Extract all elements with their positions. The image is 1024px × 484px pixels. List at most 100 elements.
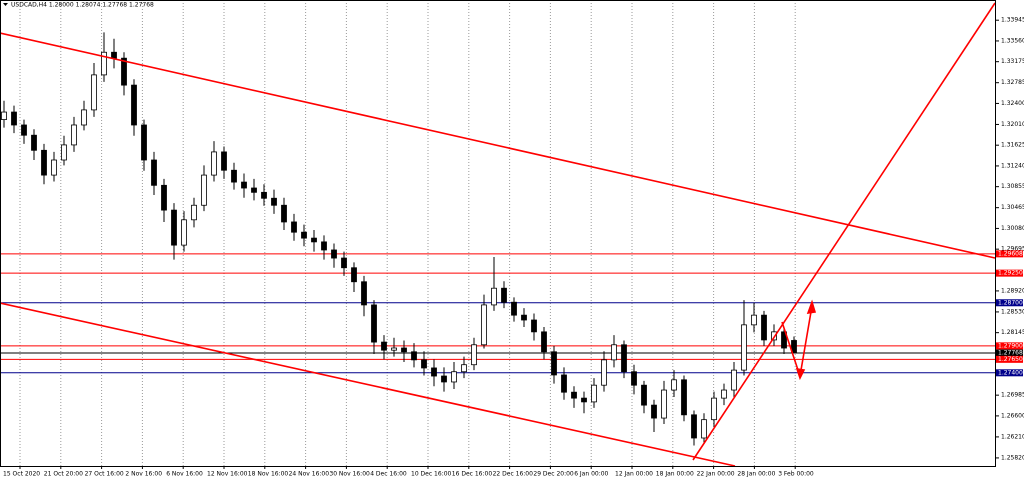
candle-body <box>741 324 747 371</box>
price-level-tag <box>996 355 1023 363</box>
price-level-tag <box>996 369 1023 377</box>
x-tick-label: 30 Nov 16:00 <box>329 471 370 478</box>
y-tick-label: 1.28145 <box>1001 329 1024 336</box>
candle-body <box>301 231 307 239</box>
y-tick-label: 1.30465 <box>1001 204 1024 211</box>
x-tick-label: 2 Nov 16:00 <box>125 471 162 478</box>
candle-body <box>501 287 507 303</box>
upper-channel-line <box>0 32 996 259</box>
candle-body <box>231 169 237 183</box>
candle-body <box>181 219 187 246</box>
candle-body <box>61 144 67 161</box>
candle-body <box>271 197 277 206</box>
x-tick-label: 27 Oct 16:00 <box>85 471 124 478</box>
candle-body <box>751 314 757 326</box>
candle-body <box>111 51 117 59</box>
candle-body <box>771 331 777 341</box>
candle-body <box>221 151 227 171</box>
price-level-tag <box>996 250 1023 258</box>
candle-body <box>211 151 217 176</box>
candle-body <box>481 304 487 346</box>
candle-body <box>201 174 207 206</box>
price-level-tag <box>996 349 1023 357</box>
x-tick-label: 18 Nov 16:00 <box>248 471 289 478</box>
candle-body <box>541 331 547 353</box>
candle-body <box>311 237 317 243</box>
arrow-head-up <box>806 299 817 314</box>
candle-body <box>41 149 47 176</box>
candle-body <box>651 404 657 419</box>
y-tick-label: 1.26600 <box>1001 412 1024 419</box>
candle-body <box>601 359 607 386</box>
candle-body <box>761 314 767 341</box>
lower-channel-line <box>0 302 736 467</box>
symbol-menu-icon[interactable] <box>3 3 8 6</box>
x-tick-label: 3 Feb 00:00 <box>778 471 814 478</box>
axes: 1.33945 1.33560 1.33175 1.32785 1.32400 1.320… <box>3 17 1024 478</box>
candle-body <box>591 384 597 403</box>
y-tick-label: 1.26985 <box>1001 392 1024 399</box>
candle-body <box>581 397 587 403</box>
chart-title: USDCAD,H4 1.28000 1.28074 1.27768 1.2776… <box>11 2 154 9</box>
y-tick-label: 1.31240 <box>1001 162 1024 169</box>
y-tick-label: 1.29695 <box>1001 246 1024 253</box>
candle-body <box>671 379 677 391</box>
candle-body <box>511 301 517 316</box>
candle-body <box>161 184 167 211</box>
candle-body <box>731 369 737 391</box>
candle-body <box>251 187 257 193</box>
candle-body <box>521 314 527 321</box>
candle-body <box>321 241 327 251</box>
x-tick-label: 12 Jan 00:00 <box>615 471 653 478</box>
candle-body <box>691 414 697 439</box>
candle-body <box>171 209 177 246</box>
candle-body <box>121 57 127 86</box>
candle-body <box>621 344 627 373</box>
candle-body <box>91 74 97 111</box>
candle-body <box>21 124 27 136</box>
candle-body <box>531 319 537 333</box>
candle-body <box>131 84 137 126</box>
candle-body <box>371 304 377 343</box>
x-tick-label: 6 Nov 16:00 <box>166 471 203 478</box>
candle-body <box>721 389 727 399</box>
candle-body <box>561 374 567 393</box>
candle-body <box>1 111 7 120</box>
price-level-label: 1.29250 <box>998 270 1023 277</box>
price-level-label: 1.29608 <box>998 250 1023 257</box>
y-tick-label: 1.33175 <box>1001 58 1024 65</box>
candle-body <box>51 159 57 176</box>
candle-body <box>631 371 637 386</box>
candle-body <box>341 257 347 269</box>
candle-body <box>641 384 647 406</box>
candle-body <box>451 371 457 383</box>
trendlines <box>0 2 996 467</box>
price-level-label: 1.28700 <box>998 299 1023 306</box>
candle-body <box>611 344 617 361</box>
candle-body <box>331 249 337 259</box>
x-tick-label: 22 Dec 16:00 <box>493 471 534 478</box>
y-tick-label: 1.33560 <box>1001 37 1024 44</box>
candle-body <box>351 267 357 283</box>
candle-body <box>151 159 157 186</box>
candle-body <box>441 375 447 383</box>
candle-body <box>291 221 297 233</box>
candle-body <box>571 391 577 399</box>
levels <box>0 253 995 374</box>
price-level-label: 1.27900 <box>998 342 1023 349</box>
candle-body <box>491 287 497 306</box>
x-tick-label: 16 Dec 16:00 <box>452 471 493 478</box>
candle-body <box>11 111 17 126</box>
price-level-label: 1.27400 <box>998 369 1023 376</box>
y-tick-label: 1.26210 <box>1001 433 1024 440</box>
x-tick-label: 29 Dec 20:00 <box>533 471 574 478</box>
candle-body <box>791 340 797 354</box>
candle-body <box>681 379 687 416</box>
rising-trendline <box>692 2 996 461</box>
y-tick-label: 1.32785 <box>1001 79 1024 86</box>
candle-body <box>81 109 87 126</box>
y-tick-label: 1.30080 <box>1001 225 1024 232</box>
y-tick-label: 1.32400 <box>1001 100 1024 107</box>
